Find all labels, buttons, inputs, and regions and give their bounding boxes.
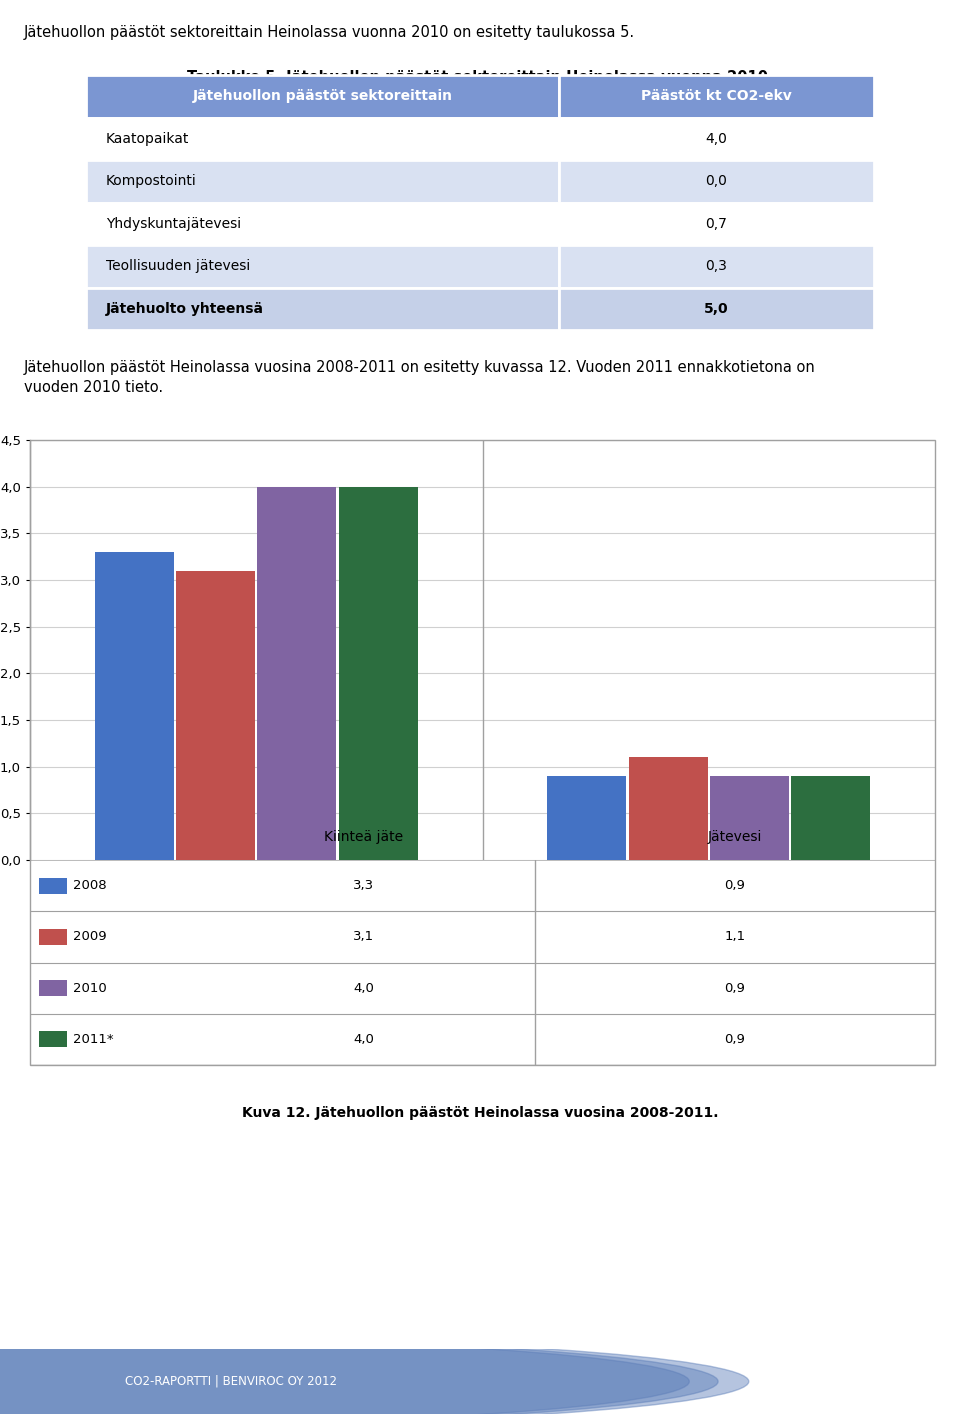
- Text: 4,0: 4,0: [706, 132, 727, 146]
- Text: Päästöt kt CO2-ekv: Päästöt kt CO2-ekv: [640, 89, 792, 103]
- Bar: [39, 929, 67, 945]
- Text: Kiinteä jäte: Kiinteä jäte: [324, 830, 403, 844]
- Text: 20: 20: [911, 1370, 946, 1393]
- Text: 0,7: 0,7: [706, 216, 727, 230]
- Bar: [86, 117, 559, 160]
- Text: 2010: 2010: [73, 981, 108, 994]
- Text: Kompostointi: Kompostointi: [106, 174, 197, 188]
- Text: 5,0: 5,0: [704, 301, 729, 315]
- Text: 3,1: 3,1: [353, 930, 374, 943]
- Bar: [559, 75, 874, 117]
- Bar: [559, 245, 874, 287]
- Bar: [176, 571, 255, 860]
- Text: Jätehuollon päästöt Heinolassa vuosina 2008-2011 on esitetty kuvassa 12. Vuoden : Jätehuollon päästöt Heinolassa vuosina 2…: [24, 361, 816, 395]
- Text: Teollisuuden jätevesi: Teollisuuden jätevesi: [106, 259, 251, 273]
- Bar: [86, 245, 559, 287]
- Text: 0,3: 0,3: [706, 259, 727, 273]
- Text: Jätehuollon päästöt sektoreittain: Jätehuollon päästöt sektoreittain: [193, 89, 452, 103]
- Text: 1,1: 1,1: [724, 930, 745, 943]
- Text: Kaatopaikat: Kaatopaikat: [106, 132, 189, 146]
- Text: Jätehuollon päästöt sektoreittain Heinolassa vuonna 2010 on esitetty taulukossa : Jätehuollon päästöt sektoreittain Heinol…: [24, 25, 636, 40]
- Text: 2009: 2009: [73, 930, 108, 943]
- Text: 0,0: 0,0: [706, 174, 727, 188]
- Circle shape: [0, 1336, 718, 1414]
- Bar: [559, 117, 874, 160]
- Bar: [39, 878, 67, 894]
- Text: 4,0: 4,0: [353, 981, 374, 994]
- Circle shape: [0, 1336, 689, 1414]
- Text: 2011*: 2011*: [73, 1032, 114, 1046]
- Bar: [339, 486, 418, 860]
- Bar: [559, 160, 874, 202]
- Text: 4,0: 4,0: [353, 1032, 374, 1046]
- Bar: [629, 758, 708, 860]
- Text: 0,9: 0,9: [725, 880, 745, 892]
- Bar: [39, 980, 67, 997]
- Text: Jätevesi: Jätevesi: [708, 830, 762, 844]
- Bar: [86, 75, 559, 117]
- Bar: [791, 776, 871, 860]
- Text: Yhdyskuntajätevesi: Yhdyskuntajätevesi: [106, 216, 241, 230]
- Bar: [86, 160, 559, 202]
- Text: Kuva 12. Jätehuollon päästöt Heinolassa vuosina 2008-2011.: Kuva 12. Jätehuollon päästöt Heinolassa …: [242, 1106, 718, 1120]
- Bar: [710, 776, 789, 860]
- Bar: [86, 202, 559, 245]
- Bar: [559, 202, 874, 245]
- Bar: [39, 1031, 67, 1048]
- Bar: [547, 776, 626, 860]
- Text: Jätehuolto yhteensä: Jätehuolto yhteensä: [106, 301, 264, 315]
- Text: 3,3: 3,3: [353, 880, 374, 892]
- Circle shape: [0, 1336, 749, 1414]
- Text: 0,9: 0,9: [725, 1032, 745, 1046]
- Text: CO2-RAPORTTI | BENVIROC OY 2012: CO2-RAPORTTI | BENVIROC OY 2012: [125, 1374, 337, 1389]
- Text: 2008: 2008: [73, 880, 108, 892]
- Text: 0,9: 0,9: [725, 981, 745, 994]
- Text: Taulukko 5. Jätehuollon päästöt sektoreittain Heinolassa vuonna 2010.: Taulukko 5. Jätehuollon päästöt sektorei…: [186, 71, 774, 85]
- Bar: [257, 486, 336, 860]
- Bar: [86, 287, 559, 329]
- Bar: [559, 287, 874, 329]
- Bar: [95, 551, 174, 860]
